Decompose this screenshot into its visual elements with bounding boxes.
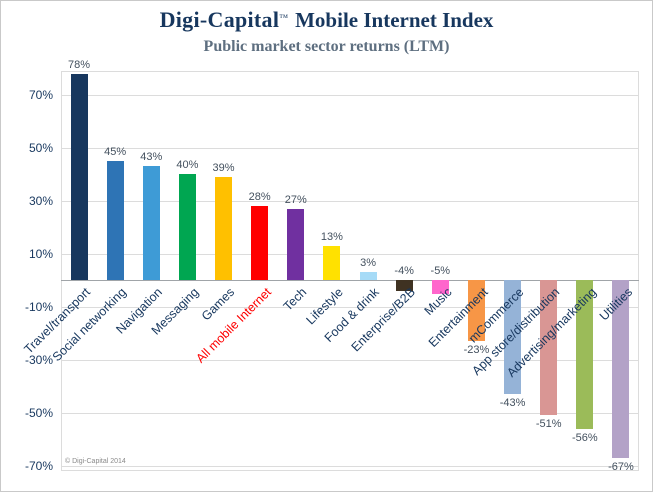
bar: [395, 280, 413, 291]
gridline: [61, 412, 639, 414]
value-label: 27%: [284, 193, 307, 206]
gridline: [61, 253, 639, 255]
bar: [287, 208, 305, 281]
brand-name: Digi-Capital: [159, 7, 280, 32]
bar: [215, 176, 233, 281]
copyright-note: © Digi-Capital 2014: [65, 458, 126, 465]
y-axis-tick-label: -50%: [24, 405, 53, 420]
y-axis-tick-label: 10%: [28, 246, 53, 261]
bar: [359, 272, 377, 281]
bar: [431, 280, 449, 294]
value-label: 40%: [176, 159, 199, 172]
gridline: [61, 359, 639, 361]
y-axis-tick-label: 50%: [28, 140, 53, 155]
chart-subtitle: Public market sector returns (LTM): [203, 38, 450, 55]
gridline: [61, 465, 639, 467]
gridline: [61, 147, 639, 149]
x-axis-line: [61, 280, 639, 282]
value-label: -43%: [499, 397, 526, 410]
value-label: 13%: [320, 230, 343, 243]
bar: [142, 166, 160, 281]
bar: [576, 280, 594, 429]
chart-title-text: Mobile Internet Index: [295, 8, 494, 32]
bar: [251, 206, 269, 281]
gridline: [61, 200, 639, 202]
value-label: 28%: [248, 191, 271, 204]
y-axis-tick-label: 70%: [28, 87, 53, 102]
value-label: -23%: [463, 344, 490, 357]
gridline: [61, 306, 639, 308]
value-label: 78%: [68, 58, 91, 71]
chart-title: Digi-Capital™ Mobile Internet Index: [1, 7, 652, 33]
y-axis-tick-label: -30%: [24, 352, 53, 367]
trademark-symbol: ™: [279, 12, 289, 23]
bar: [467, 280, 485, 342]
value-label: -4%: [394, 265, 414, 278]
value-label: 3%: [360, 257, 377, 270]
bar: [540, 280, 558, 416]
gridline: [61, 94, 639, 96]
y-axis-tick-label: 30%: [28, 193, 53, 208]
value-label: -67%: [608, 460, 634, 473]
value-label: -5%: [430, 265, 451, 278]
bar: [106, 161, 124, 281]
bar: [70, 73, 88, 281]
plot-frame: [61, 71, 639, 471]
bar: [504, 280, 522, 395]
bar: [612, 280, 630, 458]
bar: [178, 174, 196, 281]
value-label: -56%: [571, 431, 598, 444]
value-label: 45%: [104, 146, 127, 159]
y-axis-tick-label: -10%: [24, 299, 53, 314]
value-label: -51%: [535, 418, 562, 431]
value-label: 43%: [140, 151, 163, 164]
value-label: 39%: [212, 161, 235, 174]
y-axis-tick-label: -70%: [24, 458, 53, 473]
bar: [323, 245, 341, 281]
